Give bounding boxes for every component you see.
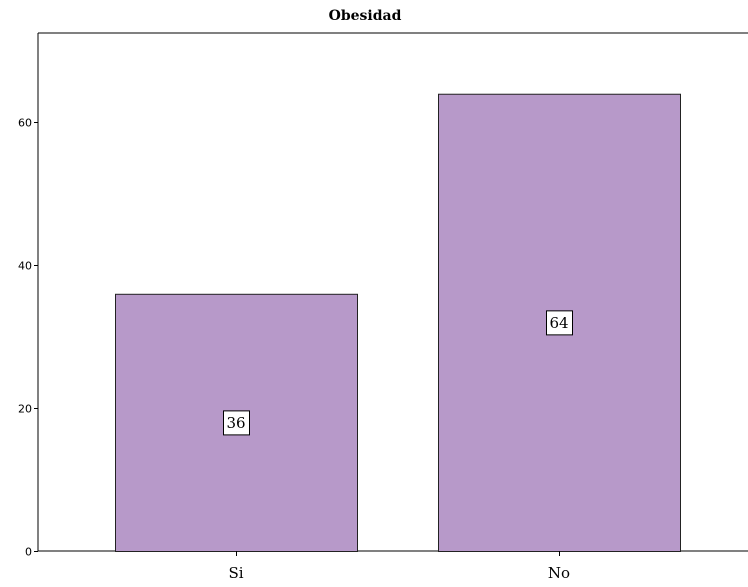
y-tick-label: 40 — [18, 260, 32, 273]
data-label-box — [223, 410, 250, 436]
bars — [115, 93, 681, 552]
x-axis-ticks: Si No — [228, 551, 570, 582]
y-tick-label: 20 — [18, 403, 32, 416]
data-labels: 36 64 — [223, 310, 573, 436]
y-tick-label: 0 — [25, 546, 32, 559]
chart-title: Obesidad — [329, 8, 402, 24]
data-label: 36 — [223, 410, 250, 436]
data-label: 64 — [546, 310, 573, 336]
x-tick-label: No — [548, 564, 570, 582]
x-tick-label: Si — [228, 564, 243, 582]
data-label-text: 64 — [549, 314, 568, 332]
y-tick-label: 60 — [18, 117, 32, 130]
data-label-text: 36 — [226, 414, 245, 432]
y-axis-ticks: 0 20 40 60 — [18, 117, 38, 559]
data-label-box — [546, 310, 573, 336]
